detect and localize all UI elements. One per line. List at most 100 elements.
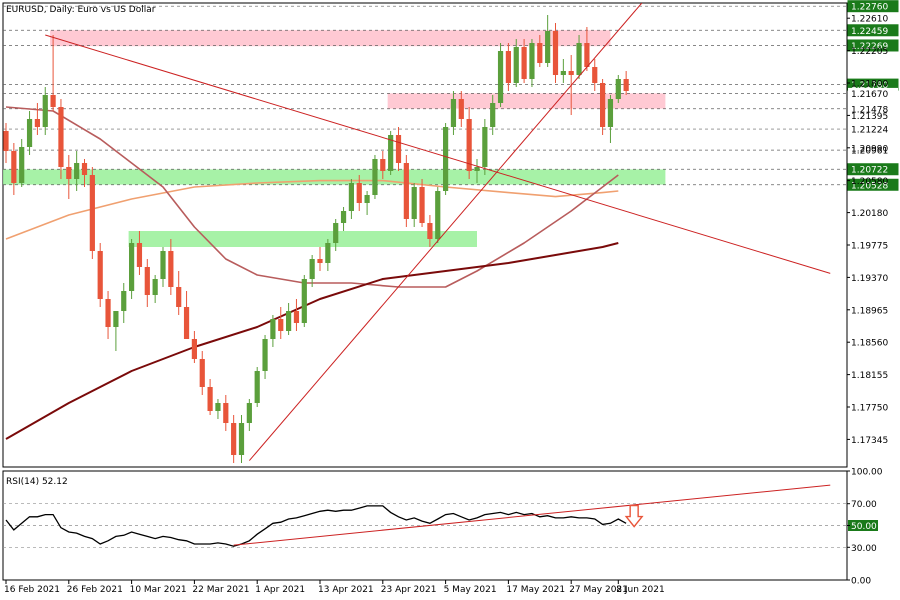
candle-33[interactable] [262, 335, 268, 379]
candle-32[interactable] [254, 367, 260, 407]
candle-body-26 [207, 387, 213, 411]
candle-73[interactable] [576, 35, 582, 79]
candle-25[interactable] [199, 351, 205, 395]
candle-68[interactable] [537, 35, 543, 67]
candle-47[interactable] [372, 155, 378, 199]
candle-61[interactable] [482, 119, 488, 175]
candle-29[interactable] [231, 415, 237, 463]
candle-14[interactable] [113, 311, 119, 351]
candle-58[interactable] [458, 91, 464, 127]
candle-10[interactable] [81, 159, 88, 187]
candle-34[interactable] [270, 315, 276, 347]
candle-39[interactable] [309, 255, 315, 287]
candle-27[interactable] [215, 399, 221, 419]
candle-70[interactable] [552, 23, 559, 83]
candle-45[interactable] [356, 175, 362, 211]
candle-79[interactable] [623, 71, 629, 95]
candle-69[interactable] [545, 15, 551, 67]
candle-78[interactable] [615, 75, 621, 103]
candle-44[interactable] [348, 179, 354, 219]
candle-38[interactable] [301, 275, 307, 327]
candle-26[interactable] [207, 379, 213, 415]
candle-50[interactable] [395, 127, 402, 171]
candle-30[interactable] [238, 415, 245, 463]
candle-22[interactable] [176, 271, 182, 315]
candle-54[interactable] [427, 215, 433, 247]
candle-75[interactable] [592, 59, 598, 91]
candle-0[interactable] [3, 123, 9, 163]
candle-11[interactable] [89, 167, 95, 259]
candle-body-62 [490, 103, 496, 127]
candle-41[interactable] [325, 239, 331, 271]
candle-21[interactable] [168, 239, 174, 295]
candle-20[interactable] [160, 247, 166, 287]
candle-body-66 [521, 47, 527, 79]
candle-7[interactable] [58, 99, 64, 179]
candle-16[interactable] [129, 239, 135, 299]
candle-60[interactable] [474, 159, 480, 183]
candle-53[interactable] [419, 179, 425, 227]
candle-4[interactable] [34, 103, 40, 135]
candle-17[interactable] [136, 231, 143, 275]
candle-body-3 [26, 119, 33, 147]
level-badge-8: 1.20722 [851, 166, 888, 176]
candle-40[interactable] [317, 247, 323, 271]
candle-59[interactable] [466, 107, 472, 179]
candle-48[interactable] [380, 151, 386, 179]
candle-body-24 [191, 339, 197, 359]
candle-35[interactable] [278, 307, 284, 339]
candle-body-71 [560, 71, 566, 75]
candle-12[interactable] [97, 243, 103, 307]
candle-body-47 [372, 159, 378, 195]
candle-5[interactable] [42, 87, 48, 135]
candle-76[interactable] [600, 79, 606, 135]
candle-18[interactable] [144, 259, 150, 307]
candle-body-17 [136, 243, 143, 267]
candle-64[interactable] [505, 43, 511, 91]
candle-8[interactable] [66, 155, 72, 199]
candle-49[interactable] [388, 131, 394, 175]
candle-body-41 [325, 243, 331, 263]
candle-body-14 [113, 311, 119, 327]
candle-23[interactable] [183, 291, 190, 339]
candle-63[interactable] [497, 43, 504, 107]
candle-74[interactable] [584, 27, 590, 71]
candle-55[interactable] [435, 187, 441, 243]
candle-13[interactable] [105, 291, 111, 339]
candle-2[interactable] [19, 139, 25, 187]
candle-77[interactable] [607, 95, 614, 143]
candle-42[interactable] [333, 219, 339, 251]
candle-65[interactable] [513, 39, 519, 87]
candle-36[interactable] [286, 303, 292, 335]
candle-19[interactable] [152, 275, 158, 303]
candle-body-77 [607, 99, 614, 127]
candle-52[interactable] [411, 183, 417, 227]
rsi-trendline-0[interactable] [233, 484, 831, 546]
candle-31[interactable] [246, 399, 252, 431]
candle-37[interactable] [293, 299, 300, 331]
candle-51[interactable] [403, 155, 409, 227]
candle-15[interactable] [121, 283, 127, 323]
candle-1[interactable] [11, 143, 17, 195]
candle-body-34 [270, 319, 276, 339]
price-trendline-1[interactable] [248, 3, 643, 461]
rsi-tick-label-2: 50.00 [851, 522, 877, 532]
candle-67[interactable] [529, 39, 535, 87]
candle-3[interactable] [26, 111, 33, 155]
candle-57[interactable] [450, 91, 457, 135]
candle-9[interactable] [74, 151, 80, 191]
candle-6[interactable] [50, 35, 56, 111]
candle-28[interactable] [223, 395, 229, 431]
candle-24[interactable] [191, 331, 197, 363]
candle-56[interactable] [443, 123, 449, 195]
x-tick-label-10: 8 Jun 2021 [616, 585, 664, 595]
candle-71[interactable] [560, 59, 566, 83]
level-badge-9: 1.20528 [851, 181, 888, 191]
candle-62[interactable] [490, 95, 496, 135]
candle-46[interactable] [364, 191, 370, 215]
candle-66[interactable] [521, 39, 527, 83]
candle-43[interactable] [340, 207, 347, 231]
price-trendline-0[interactable] [45, 34, 831, 274]
